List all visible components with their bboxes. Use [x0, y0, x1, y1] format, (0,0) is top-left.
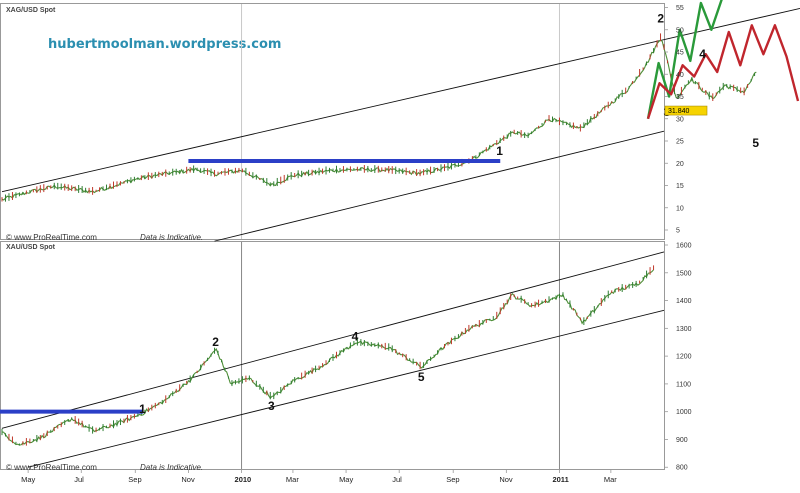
- x-tick-label: Sep: [128, 475, 141, 484]
- silver-credit: © www.ProRealTime.com Data is Indicative…: [6, 233, 203, 242]
- gold-y-tick-label: 1600: [676, 243, 692, 250]
- x-tick-label: Sep: [446, 475, 459, 484]
- gold-y-tick-label: 1300: [676, 326, 692, 333]
- x-tick-label: Nov: [181, 475, 195, 484]
- silver-y-tick-label: 40: [676, 72, 684, 79]
- gold-panel-title: XAU/USD Spot: [6, 244, 56, 251]
- gold-credit-text: © www.ProRealTime.com: [6, 463, 97, 472]
- silver-y-tick-label: 20: [676, 161, 684, 168]
- gold-y-tick-label: 900: [676, 437, 688, 444]
- gold-wave-label: 4: [352, 330, 359, 344]
- gold-credit-note: Data is Indicative.: [140, 463, 203, 472]
- gold-y-tick-label: 800: [676, 465, 688, 472]
- gold-y-tick-label: 1400: [676, 298, 692, 305]
- gold-wave-label: 3: [268, 399, 275, 413]
- gold-wave-label: 5: [418, 370, 425, 384]
- silver-y-tick-label: 35: [676, 94, 684, 101]
- x-tick-label: Jul: [74, 475, 84, 484]
- gold-credit: © www.ProRealTime.com Data is Indicative…: [6, 463, 203, 472]
- x-tick-label: May: [21, 475, 35, 484]
- gold-y-tick-label: 1200: [676, 354, 692, 361]
- silver-y-tick-label: 55: [676, 5, 684, 12]
- forecast-paths: [646, 0, 800, 120]
- silver-wave-label: 2: [657, 12, 664, 26]
- channel-lines: [1, 7, 800, 468]
- silver-y-tick-label: 15: [676, 183, 684, 190]
- gold-price-line: [1, 269, 654, 446]
- watermark-text: hubertmoolman.wordpress.com: [48, 37, 281, 52]
- silver-wave-label: 1: [496, 144, 503, 158]
- x-tick-label: Jul: [392, 475, 402, 484]
- silver-credit-text: © www.ProRealTime.com: [6, 233, 97, 242]
- silver-y-tick-label: 30: [676, 116, 684, 123]
- gold-panel-frame: [0, 241, 665, 470]
- silver-forecast-green: [646, 0, 723, 120]
- silver-panel-title: XAG/USD Spot: [6, 7, 56, 14]
- gold-wave-label: 2: [212, 335, 219, 349]
- silver-wave-label: 4: [699, 47, 706, 61]
- silver-panel-frame: [0, 3, 665, 240]
- silver-y-tick-label: 25: [676, 139, 684, 146]
- silver-lower-channel: [214, 130, 665, 242]
- axis-labels: 5101520253035404550558009001000110012001…: [21, 5, 708, 484]
- gold-wave-label: 1: [139, 402, 146, 416]
- gold-upper-channel: [1, 251, 665, 429]
- silver-wave-label: 5: [752, 136, 759, 150]
- x-tick-label: 2010: [235, 475, 252, 484]
- gold-y-tick-label: 1500: [676, 270, 692, 277]
- gold-lower-channel: [28, 309, 665, 468]
- silver-credit-note: Data is Indicative.: [140, 233, 203, 242]
- gold-y-tick-label: 1100: [676, 381, 691, 388]
- x-tick-label: Nov: [499, 475, 513, 484]
- silver-price-badge: [664, 105, 708, 116]
- silver-y-tick-label: 45: [676, 50, 684, 57]
- silver-forecast-red: [646, 24, 800, 120]
- silver-y-tick-label: 50: [676, 27, 684, 34]
- x-tick-label: Mar: [286, 475, 299, 484]
- resistance-lines: [0, 159, 501, 414]
- silver-y-tick-label: 5: [676, 228, 680, 235]
- silver-y-tick-label: 10: [676, 205, 684, 212]
- silver-price-badge-text: 31.840: [668, 108, 690, 115]
- x-tick-label: Mar: [604, 475, 617, 484]
- x-tick-label: 2011: [552, 475, 568, 484]
- silver-upper-channel: [1, 7, 800, 193]
- gold-y-tick-label: 1000: [676, 409, 692, 416]
- x-tick-label: May: [339, 475, 353, 484]
